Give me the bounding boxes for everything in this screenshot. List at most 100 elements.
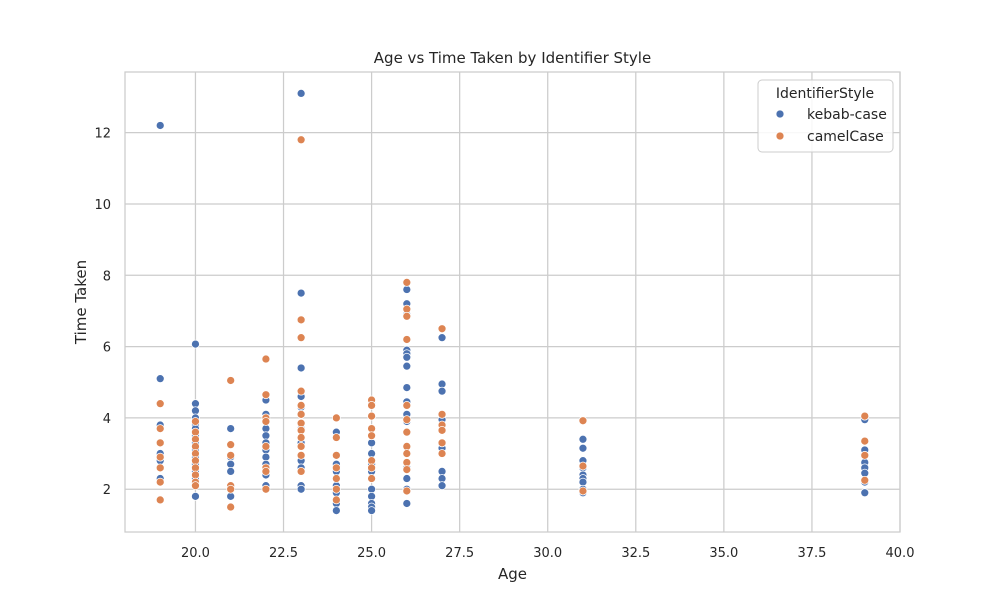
legend-label-kebab-case: kebab-case <box>807 107 887 123</box>
plot-frame <box>124 71 901 533</box>
point-kebab-case <box>437 386 447 396</box>
point-kebab-case <box>155 121 165 130</box>
point-camelcase <box>296 442 306 451</box>
point-camelcase <box>226 440 236 450</box>
y-tick-label: 2 <box>103 483 111 498</box>
point-camelcase <box>402 415 412 425</box>
point-camelcase <box>155 424 165 433</box>
point-camelcase <box>402 311 412 321</box>
point-kebab-case <box>578 434 588 444</box>
point-camelcase <box>261 390 271 400</box>
point-camelcase <box>437 409 447 419</box>
point-camelcase <box>296 433 306 442</box>
y-tick-label: 4 <box>103 412 111 427</box>
point-kebab-case <box>402 352 412 362</box>
point-camelcase <box>402 278 412 287</box>
point-camelcase <box>226 376 236 385</box>
point-camelcase <box>331 474 341 483</box>
point-camelcase <box>437 449 447 458</box>
point-camelcase <box>331 484 341 494</box>
point-kebab-case <box>226 467 236 476</box>
legend-marker-kebab-case <box>775 109 785 119</box>
point-camelcase <box>155 477 165 487</box>
data-points <box>155 89 870 515</box>
x-tick-labels: 20.0 22.5 25.0 27.5 30.0 32.5 35.0 37.5 40.0 <box>181 546 914 561</box>
point-camelcase <box>402 465 412 474</box>
point-kebab-case <box>155 374 165 384</box>
point-camelcase <box>367 401 376 410</box>
point-camelcase <box>367 411 376 421</box>
point-camelcase <box>402 449 412 458</box>
point-kebab-case <box>191 491 200 501</box>
point-kebab-case <box>191 339 200 349</box>
point-camelcase <box>402 335 412 344</box>
point-camelcase <box>331 413 341 423</box>
point-kebab-case <box>296 288 306 298</box>
point-camelcase <box>191 417 200 426</box>
point-camelcase <box>437 425 447 435</box>
y-tick-label: 12 <box>94 127 111 142</box>
point-camelcase <box>191 481 200 491</box>
point-camelcase <box>226 450 236 460</box>
point-camelcase <box>578 486 588 496</box>
point-kebab-case <box>437 333 447 343</box>
x-tick-label: 30.0 <box>533 546 562 561</box>
x-tick-label: 40.0 <box>886 546 915 561</box>
point-camelcase <box>155 399 165 409</box>
point-camelcase <box>331 463 341 473</box>
legend-box <box>757 79 894 153</box>
point-camelcase <box>226 484 236 494</box>
x-tick-label: 27.5 <box>445 546 474 561</box>
grid-lines <box>125 72 901 532</box>
point-camelcase <box>296 450 306 460</box>
point-camelcase <box>296 315 306 325</box>
y-tick-label: 10 <box>94 198 111 213</box>
point-camelcase <box>296 401 306 410</box>
point-camelcase <box>155 452 165 462</box>
point-kebab-case <box>296 89 306 98</box>
x-tick-label: 32.5 <box>621 546 650 561</box>
point-camelcase <box>402 427 412 437</box>
point-camelcase <box>331 450 341 460</box>
point-kebab-case <box>296 363 306 373</box>
legend-label-camelcase: camelCase <box>807 129 884 145</box>
point-camelcase <box>226 502 236 512</box>
point-camelcase <box>261 467 271 476</box>
point-kebab-case <box>402 499 412 508</box>
point-kebab-case <box>402 474 412 483</box>
point-kebab-case <box>226 424 236 433</box>
x-axis-label: Age <box>498 565 527 583</box>
point-kebab-case <box>402 361 412 371</box>
point-camelcase <box>402 401 412 410</box>
point-camelcase <box>860 450 870 460</box>
point-camelcase <box>261 354 271 364</box>
point-camelcase <box>578 461 588 471</box>
point-camelcase <box>261 442 271 451</box>
point-camelcase <box>367 463 376 473</box>
point-kebab-case <box>437 481 447 491</box>
chart-title: Age vs Time Taken by Identifier Style <box>374 49 651 67</box>
y-tick-label: 6 <box>103 341 111 356</box>
x-tick-label: 25.0 <box>357 546 386 561</box>
point-camelcase <box>367 431 376 441</box>
point-camelcase <box>261 484 271 494</box>
legend-title: IdentifierStyle <box>776 86 874 102</box>
x-tick-label: 22.5 <box>269 546 298 561</box>
point-camelcase <box>296 333 306 343</box>
point-camelcase <box>331 495 341 505</box>
x-tick-label: 20.0 <box>181 546 210 561</box>
point-camelcase <box>261 417 271 426</box>
legend: IdentifierStyle kebab-case camelCase <box>757 79 894 153</box>
point-camelcase <box>578 416 588 426</box>
point-camelcase <box>402 486 412 496</box>
point-camelcase <box>296 135 306 145</box>
y-tick-labels: 2 4 6 8 10 12 <box>94 127 111 499</box>
point-camelcase <box>860 436 870 446</box>
point-camelcase <box>331 433 341 442</box>
point-camelcase <box>437 324 447 334</box>
point-kebab-case <box>331 506 341 515</box>
point-camelcase <box>296 409 306 419</box>
point-camelcase <box>155 463 165 473</box>
point-camelcase <box>155 495 165 505</box>
